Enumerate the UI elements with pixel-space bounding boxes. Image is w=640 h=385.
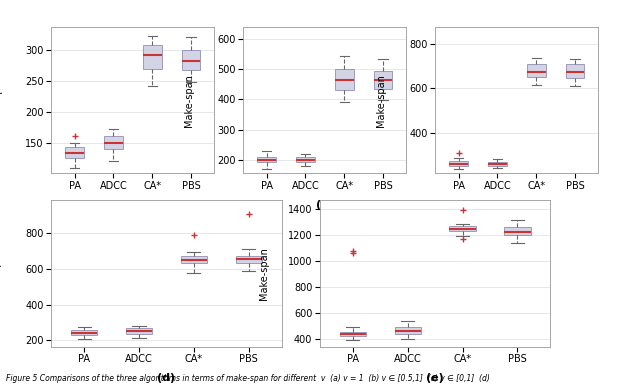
PathPatch shape bbox=[65, 147, 84, 158]
PathPatch shape bbox=[504, 227, 531, 235]
PathPatch shape bbox=[257, 157, 276, 162]
Y-axis label: Make-span: Make-span bbox=[0, 74, 3, 127]
PathPatch shape bbox=[180, 256, 207, 263]
PathPatch shape bbox=[449, 226, 476, 231]
PathPatch shape bbox=[335, 69, 353, 90]
Text: (b): (b) bbox=[316, 199, 334, 209]
Text: (d): (d) bbox=[157, 373, 175, 383]
PathPatch shape bbox=[236, 256, 262, 263]
PathPatch shape bbox=[527, 64, 545, 77]
PathPatch shape bbox=[340, 332, 366, 336]
PathPatch shape bbox=[71, 330, 97, 335]
PathPatch shape bbox=[143, 45, 161, 69]
Y-axis label: Make-span: Make-span bbox=[259, 247, 269, 300]
Text: Figure 5 Comparisons of the three algorithms in terms of make-span for different: Figure 5 Comparisons of the three algori… bbox=[6, 374, 490, 383]
Y-axis label: Make-span: Make-span bbox=[376, 74, 387, 127]
PathPatch shape bbox=[126, 328, 152, 334]
PathPatch shape bbox=[182, 50, 200, 70]
Y-axis label: Make-span: Make-span bbox=[184, 74, 195, 127]
PathPatch shape bbox=[566, 64, 584, 78]
Text: (a): (a) bbox=[124, 199, 141, 209]
PathPatch shape bbox=[488, 162, 507, 166]
PathPatch shape bbox=[395, 327, 421, 335]
PathPatch shape bbox=[104, 136, 123, 149]
PathPatch shape bbox=[449, 161, 468, 166]
Text: (c): (c) bbox=[508, 199, 525, 209]
Text: (e): (e) bbox=[426, 373, 444, 383]
PathPatch shape bbox=[374, 71, 392, 89]
PathPatch shape bbox=[296, 157, 315, 162]
